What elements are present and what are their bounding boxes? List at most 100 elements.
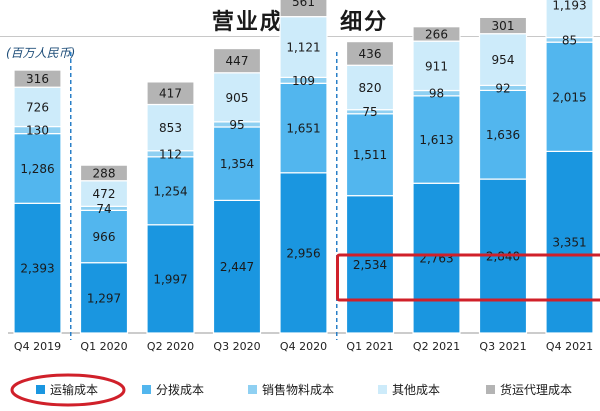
data-label: 112 [159, 147, 182, 161]
data-label: 74 [96, 202, 111, 216]
bar-segment [279, 16, 328, 78]
bar-segment [279, 0, 328, 18]
data-label: 1,613 [419, 133, 453, 147]
data-label: 954 [492, 53, 515, 67]
bar-segment [79, 164, 129, 182]
data-label: 75 [362, 105, 377, 119]
x-tick-label: Q2 2021 [413, 340, 460, 353]
data-label: 1,354 [220, 157, 254, 171]
bar-segment [412, 95, 461, 184]
bar-segment [478, 33, 528, 87]
bar-segment [412, 26, 461, 42]
x-tick-label: Q1 2021 [346, 340, 393, 353]
data-label: 95 [229, 118, 244, 132]
bar-segment [212, 199, 262, 334]
legend-swatch [36, 385, 45, 394]
legend-item: 分拨成本 [142, 383, 204, 397]
data-label: 2,447 [220, 260, 254, 274]
data-label: 3,351 [552, 236, 586, 250]
x-tick-label: Q3 2020 [213, 340, 260, 353]
bar-segment [146, 103, 195, 152]
data-label: 447 [226, 54, 249, 68]
bar-segment [13, 132, 62, 204]
data-label: 966 [93, 230, 116, 244]
x-tick-label: Q4 2020 [280, 340, 327, 353]
stacked-bar-chart: Q4 2019 Q1 2020 Q2 2020 Q3 2020 Q4 2020 Q1 20… [8, 0, 600, 353]
bar-segment [345, 41, 395, 66]
bar-segment [13, 202, 62, 334]
bar-segment [545, 150, 594, 334]
x-tick-label: Q4 2019 [14, 340, 61, 353]
bar-segment [212, 126, 262, 201]
bar-segment [212, 72, 262, 123]
x-tick-label: Q2 2020 [147, 340, 194, 353]
legend-label: 销售物料成本 [262, 382, 334, 397]
bar-segment [212, 47, 262, 74]
data-label: 911 [425, 59, 448, 73]
data-label: 561 [292, 0, 315, 9]
data-label: 2,393 [20, 262, 54, 276]
data-label: 2,840 [486, 250, 520, 264]
data-label: 820 [359, 81, 382, 95]
legend-item: 其他成本 [378, 383, 440, 397]
bar-segment [345, 195, 395, 334]
x-tick-label: Q3 2021 [479, 340, 526, 353]
data-label: 266 [425, 27, 448, 41]
data-label: 417 [159, 87, 182, 101]
bar-segment [79, 262, 129, 334]
bar-segment [545, 0, 594, 39]
bar-segment [279, 82, 328, 174]
data-label: 2,534 [353, 258, 387, 272]
data-label: 1,286 [20, 162, 54, 176]
bar-segment [478, 16, 528, 35]
bar-segment [279, 172, 328, 334]
x-tick-label: Q1 2020 [80, 340, 127, 353]
legend-label: 其他成本 [392, 383, 440, 397]
data-label: 316 [26, 72, 49, 86]
data-label: 85 [562, 33, 577, 47]
data-label: 288 [93, 166, 116, 180]
data-label: 130 [26, 124, 49, 138]
bar-segment [146, 81, 195, 106]
legend-item: 销售物料成本 [248, 382, 334, 397]
bar-segment [412, 40, 461, 92]
data-label: 1,193 [552, 0, 586, 13]
data-label: 1,511 [353, 148, 387, 162]
legend-swatch [486, 385, 495, 394]
bar-segment [13, 69, 62, 88]
data-label: 1,636 [486, 128, 520, 142]
bar-segment [478, 89, 528, 180]
legend-item: 运输成本 [36, 382, 98, 397]
data-label: 2,015 [552, 90, 586, 104]
highlight-box [336, 253, 600, 302]
data-label: 436 [359, 47, 382, 61]
legend-item: 货运代理成本 [486, 382, 572, 397]
legend-swatch [248, 385, 257, 394]
bar-segment [412, 182, 461, 334]
legend-label: 分拨成本 [156, 383, 204, 397]
data-label: 2,956 [286, 246, 320, 260]
unit-label: (百万人民币) [6, 46, 76, 60]
data-label: 1,254 [153, 184, 187, 198]
chart-legend: 运输成本 分拨成本 销售物料成本 其他成本 货运代理成本 [10, 373, 572, 407]
data-label: 1,997 [153, 272, 187, 286]
data-label: 1,651 [286, 122, 320, 136]
data-label: 1,297 [87, 291, 121, 305]
data-label: 472 [93, 187, 116, 201]
legend-label: 货运代理成本 [500, 382, 572, 397]
legend-highlight-ellipse [10, 373, 126, 407]
legend-swatch [378, 385, 387, 394]
legend-swatch [142, 385, 151, 394]
x-tick-label: Q4 2021 [546, 340, 593, 353]
bar-segment [79, 209, 129, 264]
bar-segment [345, 113, 395, 197]
data-label: 92 [495, 81, 510, 95]
data-label: 1,121 [286, 41, 320, 55]
data-label: 726 [26, 100, 49, 114]
legend-label: 运输成本 [50, 382, 98, 397]
data-label: 853 [159, 121, 182, 135]
data-label: 301 [492, 19, 515, 33]
data-label: 905 [226, 91, 249, 105]
data-label: 109 [292, 74, 315, 88]
data-label: 98 [429, 87, 444, 101]
